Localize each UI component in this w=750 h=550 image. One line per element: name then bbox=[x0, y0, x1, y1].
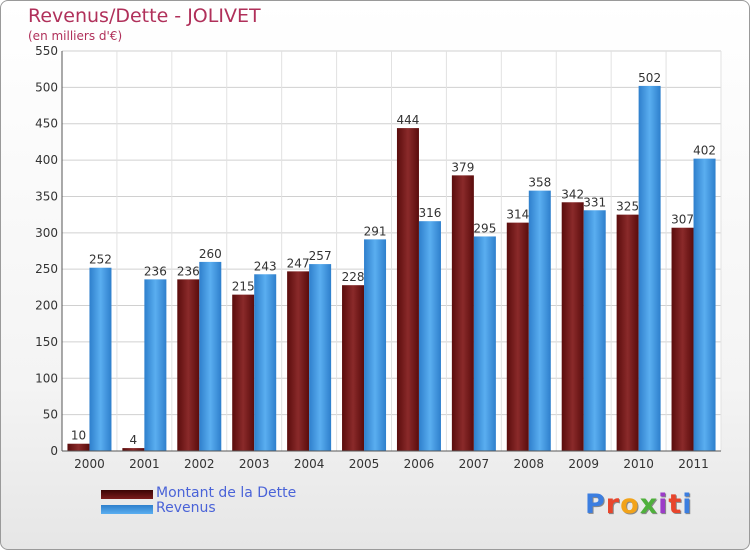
value-label-dette-2011: 307 bbox=[671, 213, 694, 227]
bar-revenus-2006 bbox=[418, 221, 441, 451]
value-label-revenus-2002: 260 bbox=[199, 247, 222, 261]
value-label-dette-2005: 228 bbox=[342, 270, 365, 284]
bar-dette-2007 bbox=[451, 175, 474, 451]
value-label-dette-2009: 342 bbox=[561, 187, 584, 201]
bar-revenus-2009 bbox=[583, 210, 606, 451]
bar-revenus-2005 bbox=[364, 239, 387, 451]
value-label-dette-2010: 325 bbox=[616, 200, 639, 214]
x-tick-label: 2003 bbox=[239, 457, 270, 471]
x-tick-label: 2001 bbox=[129, 457, 160, 471]
x-tick-label: 2002 bbox=[184, 457, 215, 471]
bar-revenus-2002 bbox=[199, 261, 222, 451]
y-tick-label: 100 bbox=[35, 371, 58, 385]
legend-label-debt: Montant de la Dette bbox=[156, 485, 297, 501]
bar-revenus-2000 bbox=[89, 267, 112, 451]
y-tick-label: 150 bbox=[35, 335, 58, 349]
value-label-revenus-2001: 236 bbox=[144, 264, 167, 278]
value-label-dette-2001: 4 bbox=[130, 433, 138, 447]
value-label-revenus-2000: 252 bbox=[89, 253, 112, 267]
y-tick-label: 0 bbox=[50, 444, 58, 458]
bar-dette-2003 bbox=[232, 294, 255, 451]
bar-revenus-2011 bbox=[693, 158, 716, 452]
value-label-dette-2004: 247 bbox=[287, 256, 310, 270]
bar-dette-2009 bbox=[561, 202, 584, 451]
value-label-revenus-2011: 402 bbox=[693, 144, 716, 158]
y-tick-label: 200 bbox=[35, 299, 58, 313]
value-label-revenus-2004: 257 bbox=[309, 249, 332, 263]
x-tick-label: 2010 bbox=[623, 457, 654, 471]
bar-dette-2004 bbox=[287, 271, 310, 451]
bar-revenus-2001 bbox=[144, 279, 167, 451]
y-tick-label: 300 bbox=[35, 226, 58, 240]
value-label-dette-2000: 10 bbox=[71, 429, 86, 443]
legend-label-revenue: Revenus bbox=[156, 500, 216, 516]
value-label-revenus-2008: 358 bbox=[528, 176, 551, 190]
y-tick-label: 500 bbox=[35, 80, 58, 94]
bar-revenus-2004 bbox=[309, 264, 332, 451]
value-label-revenus-2009: 331 bbox=[583, 195, 606, 209]
x-tick-label: 2007 bbox=[459, 457, 490, 471]
value-label-revenus-2006: 316 bbox=[419, 206, 442, 220]
y-tick-label: 550 bbox=[35, 44, 58, 58]
legend-swatch-debt bbox=[101, 490, 153, 499]
legend-swatch-revenue bbox=[101, 505, 153, 514]
y-tick-label: 450 bbox=[35, 117, 58, 131]
value-label-dette-2002: 236 bbox=[177, 264, 200, 278]
bar-dette-2005 bbox=[342, 285, 365, 451]
x-tick-label: 2009 bbox=[568, 457, 599, 471]
x-tick-label: 2000 bbox=[74, 457, 105, 471]
chart-subtitle: (en milliers d'€) bbox=[28, 29, 123, 43]
bar-revenus-2010 bbox=[638, 85, 661, 451]
bar-dette-2006 bbox=[396, 128, 419, 451]
proxiti-logo: Proxiti bbox=[585, 489, 693, 520]
value-label-dette-2006: 444 bbox=[397, 113, 420, 127]
bar-revenus-2007 bbox=[473, 236, 496, 451]
bar-dette-2011 bbox=[671, 227, 694, 451]
y-tick-label: 250 bbox=[35, 262, 58, 276]
value-label-revenus-2007: 295 bbox=[473, 221, 496, 235]
bar-revenus-2008 bbox=[528, 190, 551, 452]
bar-dette-2008 bbox=[506, 222, 529, 451]
y-tick-label: 350 bbox=[35, 189, 58, 203]
x-tick-label: 2011 bbox=[678, 457, 709, 471]
x-tick-label: 2005 bbox=[349, 457, 380, 471]
bar-dette-2000 bbox=[67, 443, 90, 451]
bar-dette-2002 bbox=[177, 279, 200, 451]
x-tick-label: 2004 bbox=[294, 457, 325, 471]
x-tick-label: 2006 bbox=[404, 457, 435, 471]
bar-revenus-2003 bbox=[254, 274, 277, 451]
bar-dette-2001 bbox=[122, 448, 145, 451]
value-label-dette-2008: 314 bbox=[506, 208, 529, 222]
y-tick-label: 50 bbox=[43, 408, 58, 422]
value-label-revenus-2003: 243 bbox=[254, 259, 277, 273]
x-tick-label: 2008 bbox=[514, 457, 545, 471]
bar-dette-2010 bbox=[616, 214, 639, 451]
y-tick-label: 400 bbox=[35, 153, 58, 167]
value-label-dette-2003: 215 bbox=[232, 280, 255, 294]
chart-title: Revenus/Dette - JOLIVET bbox=[28, 5, 261, 27]
value-label-revenus-2010: 502 bbox=[638, 71, 661, 85]
value-label-revenus-2005: 291 bbox=[364, 224, 387, 238]
value-label-dette-2007: 379 bbox=[451, 160, 474, 174]
